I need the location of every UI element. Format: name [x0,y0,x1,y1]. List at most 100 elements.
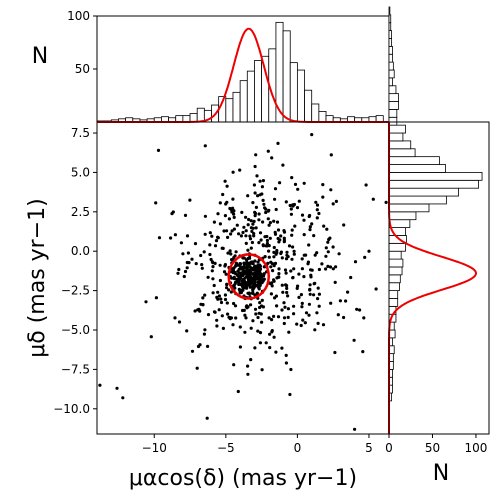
scatter-point [355,307,359,311]
scatter-point [334,199,338,203]
scatter-point [253,293,257,297]
scatter-point [317,267,321,272]
scatter-point [361,350,365,354]
scatter-point [249,326,253,330]
scatter-point [183,213,188,217]
scatter-point [188,198,192,202]
scatter-point [234,280,238,284]
scatter-point [202,250,206,254]
y-axis-ticks: −10.0 −7.5 −5.0 −2.5 0.0 2.5 5.0 7.5 [53,126,97,416]
scatter-point [292,249,296,253]
scatter-point [286,315,290,319]
right-x-axis-label: N [433,461,449,486]
scatter-point [285,284,289,288]
scatter-point [259,312,263,316]
scatter-point [115,386,119,390]
right-histogram-bar [388,132,404,142]
right-histogram-bar [388,203,430,213]
scatter-point [206,313,211,317]
scatter-point [229,232,233,236]
scatter-point [215,318,219,322]
scatter-point [194,262,198,266]
scatter-point [374,287,378,291]
scatter-point [302,253,306,257]
scatter-point [300,213,305,217]
scatter-point [320,262,324,266]
right-x-tick-label: 100 [465,441,488,455]
scatter-point [271,269,275,273]
scatter-point [308,228,312,232]
scatter-point [326,240,330,244]
y-tick-label: −2.5 [61,284,90,298]
right-histogram-bar [388,45,393,55]
scatter-point [342,315,346,320]
scatter-point [329,188,333,192]
scatter-point [252,183,256,187]
right-x-tick-label: 0 [385,441,393,455]
scatter-point [234,261,238,265]
scatter-point [315,203,320,207]
scatter-point [262,202,266,206]
scatter-point [275,248,279,253]
right-histogram-bar [388,242,406,252]
scatter-point [269,282,273,286]
top-histogram-bars [96,21,384,123]
scatter-point [263,235,267,239]
scatter-point [226,235,230,239]
scatter-point [326,250,330,254]
scatter-point [195,366,199,370]
scatter-point [218,201,222,205]
scatter-point [270,329,274,333]
scatter-point [251,291,255,295]
scatter-point [280,283,284,287]
top-histogram-bar [232,91,241,123]
scatter-point [242,308,246,312]
scatter-point [248,234,252,238]
scatter-point [229,252,233,256]
scatter-point [226,251,230,255]
right-histogram-bar [388,108,398,118]
scatter-point [229,290,233,294]
right-histogram-bar [388,266,403,276]
scatter-point [156,148,161,152]
scatter-point [190,257,194,261]
scatter-point [196,308,200,312]
scatter-point [238,289,242,293]
scatter-point [290,176,294,180]
scatter-point [289,212,293,216]
right-histogram-bar [388,258,404,268]
x-tick-label: −5 [217,441,235,455]
scatter-point [275,220,280,224]
scatter-point [265,244,269,248]
scatter-point [321,195,325,199]
scatter-point [210,269,214,273]
scatter-point [300,301,304,305]
scatter-point [279,234,283,238]
scatter-point [185,266,189,270]
scatter-point [300,267,304,271]
scatter-point [309,268,313,272]
scatter-point [199,302,203,306]
scatter-point [258,284,262,288]
scatter-point [206,275,210,279]
scatter-point [256,277,260,281]
scatter-point [121,396,125,400]
scatter-point [170,212,174,216]
scatter-point [287,244,292,248]
scatter-point [267,223,271,227]
scatter-point [293,224,297,228]
scatter-point [249,358,253,362]
scatter-point [273,296,277,300]
scatter-point [290,233,294,237]
right-histogram-bar [388,124,406,134]
right-histogram-bar [388,148,416,158]
scatter-point [297,272,301,276]
scatter-point [283,268,288,272]
scatter-point [315,251,319,255]
scatter-point [290,257,294,261]
scatter-point [221,192,225,197]
scatter-point [328,236,332,240]
scatter-point [303,321,307,325]
right-histogram-panel: 0 50 100 N [385,6,490,486]
scatter-point [213,310,217,314]
